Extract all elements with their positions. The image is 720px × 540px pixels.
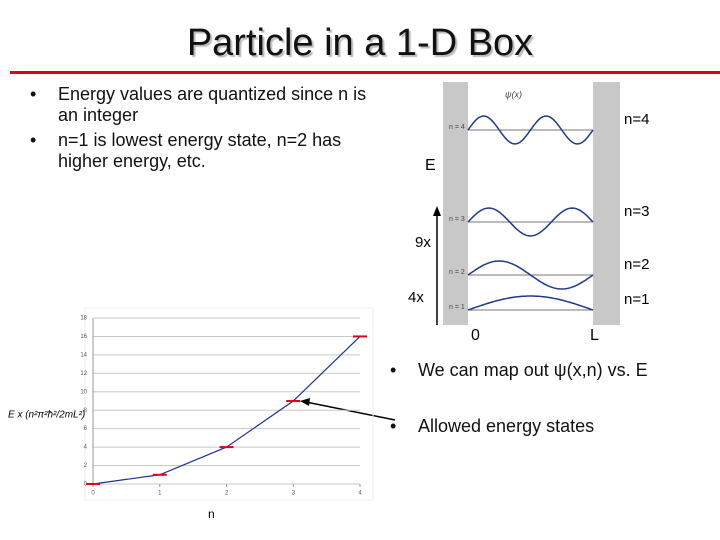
bullet-list: Energy values are quantized since n is a… [28, 84, 388, 176]
arrow-head [433, 206, 441, 216]
level-small-label: n = 1 [449, 304, 465, 311]
bullet: Energy values are quantized since n is a… [28, 84, 388, 126]
ratio-label: 9x [415, 234, 431, 251]
arrow-head [300, 398, 310, 406]
x-tick-label: 4 [358, 491, 362, 497]
y-tick-label: 16 [80, 334, 87, 340]
y-tick-label: 8 [84, 408, 88, 414]
slide-title: Particle in a 1-D Box [186, 22, 534, 64]
y-tick-label: 6 [84, 426, 88, 432]
x-label: 0 [471, 327, 480, 344]
level-label: n=2 [624, 256, 649, 273]
level-label: n=3 [624, 203, 649, 220]
y-tick-label: 2 [84, 463, 88, 469]
level-small-label: n = 3 [449, 216, 465, 223]
y-tick-label: 12 [80, 371, 87, 377]
x-label: L [590, 327, 599, 344]
y-tick-label: 0 [84, 482, 88, 488]
wavefunction [467, 207, 594, 237]
y-tick-label: 18 [80, 316, 87, 322]
psi-label: ψ(x) [505, 89, 522, 99]
level-small-label: n = 4 [449, 124, 465, 131]
bullet: n=1 is lowest energy state, n=2 has high… [28, 130, 388, 172]
level-small-label: n = 2 [449, 269, 465, 276]
bullet-list: We can map out ψ(x,n) vs. E Allowed ener… [388, 360, 718, 472]
wavefunction [467, 115, 594, 145]
bullet: We can map out ψ(x,n) vs. E [388, 360, 718, 381]
box-wall [443, 82, 468, 325]
chart-frame [84, 307, 374, 501]
ratio-label: 4x [408, 289, 424, 306]
pointer-arrow [305, 401, 396, 421]
x-tick-label: 0 [91, 491, 95, 497]
wavefunction [467, 295, 594, 311]
level-label: n=1 [624, 291, 649, 308]
wavefunction [467, 260, 594, 290]
bullet: Allowed energy states [388, 416, 718, 437]
chart-y-label: E x (n²π²ħ²/2mL²) [8, 410, 85, 421]
y-tick-label: 10 [80, 389, 87, 395]
chart-x-label: n [208, 507, 215, 521]
y-tick-label: 14 [80, 352, 87, 358]
y-tick-label: 4 [84, 445, 88, 451]
x-tick-label: 2 [225, 491, 229, 497]
level-label: n=4 [624, 111, 649, 128]
x-tick-label: 3 [292, 491, 296, 497]
title-rule [10, 71, 720, 74]
x-tick-label: 1 [158, 491, 162, 497]
axis-label: E [425, 157, 436, 174]
box-wall [593, 82, 620, 325]
